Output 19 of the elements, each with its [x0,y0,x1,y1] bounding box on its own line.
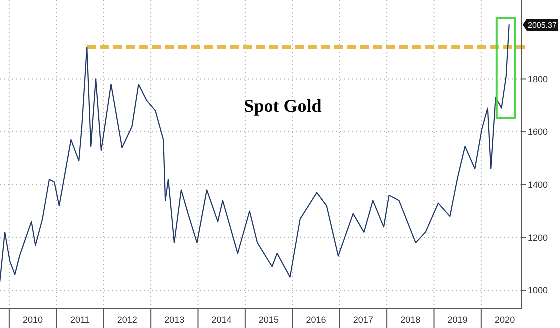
x-tick-label: 2020 [495,315,516,325]
x-tick-label: 2017 [353,315,374,325]
x-tick-label: 2014 [212,315,232,325]
y-tick-label: 1800 [528,74,548,84]
y-tick-label: 1000 [528,286,548,296]
x-tick-label: 2015 [258,315,279,325]
annotation: 2005.37 [528,20,558,30]
x-tick-label: 2010 [22,315,43,325]
line-series [0,24,510,284]
y-tick-label: 1200 [528,232,548,243]
x-tick-label: 2018 [400,315,421,325]
x-tick-label: 2016 [306,315,326,325]
y-tick-label: 1600 [528,127,548,138]
x-tick-label: 2011 [70,315,90,325]
x-tick-label: 2013 [164,315,185,325]
x-tick-label: 2019 [448,315,468,325]
x-tick-label: 2012 [117,315,138,325]
y-tick-label: 1400 [528,180,548,190]
text: Spot Gold [244,96,322,116]
